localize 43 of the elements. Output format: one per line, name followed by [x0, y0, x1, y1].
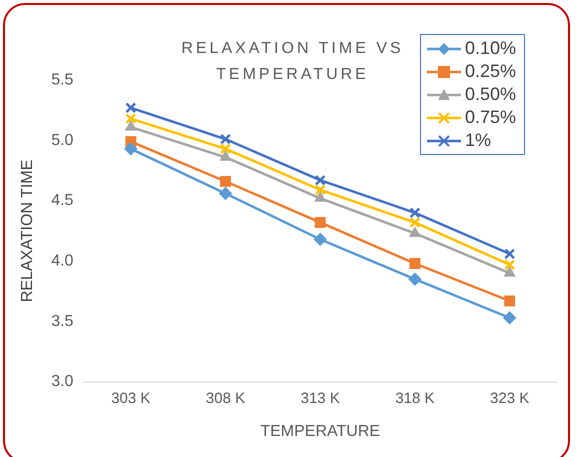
point [125, 102, 136, 114]
y-axis-title: RELAXATION TIME [19, 160, 36, 302]
legend-label: 0.10% [465, 38, 516, 59]
point [125, 113, 136, 124]
legend-label: 0.75% [465, 107, 516, 128]
point [409, 258, 420, 269]
point [314, 192, 326, 202]
legend-label: 0.50% [465, 84, 516, 105]
x-tick-label: 318 K [395, 390, 435, 407]
point [503, 311, 516, 324]
point [409, 226, 421, 237]
chart-title: RELAXATION TIME VS TEMPERATURE [180, 39, 405, 85]
legend-label: 1% [465, 130, 492, 151]
point [504, 295, 516, 306]
point [314, 217, 326, 228]
point [408, 272, 422, 286]
legend-label: 0.25% [465, 61, 516, 82]
point [220, 150, 232, 161]
point [219, 186, 232, 200]
point [125, 120, 136, 131]
point [409, 207, 420, 218]
point [409, 216, 420, 228]
y-tick-label: 5.5 [51, 71, 74, 88]
x-tick-label: 303 K [111, 390, 150, 407]
point [504, 259, 516, 270]
x-tick-label: 313 K [300, 390, 340, 407]
y-tick-label: 4.0 [51, 252, 74, 270]
x-tick-label: 308 K [206, 390, 246, 407]
point [314, 232, 327, 246]
y-tick-label: 5.0 [51, 132, 74, 149]
point [220, 143, 231, 154]
point [504, 248, 516, 260]
y-tick-label: 4.5 [51, 192, 74, 210]
point [314, 174, 326, 186]
point [124, 142, 138, 156]
y-tick-label: 3.0 [51, 373, 74, 390]
y-tick-label: 3.5 [51, 312, 74, 330]
x-tick-label: 323 K [490, 390, 530, 407]
point [504, 266, 516, 277]
point [220, 134, 231, 145]
x-axis-title: TEMPERATURE [260, 422, 380, 440]
point [314, 184, 326, 196]
point [220, 176, 231, 187]
